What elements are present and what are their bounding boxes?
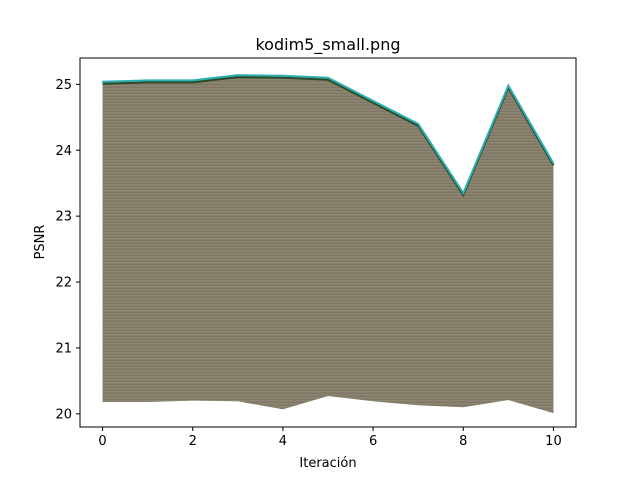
series-layer <box>101 74 555 414</box>
y-tick-label: 21 <box>55 341 72 356</box>
series-point <box>101 80 104 83</box>
y-axis: 20 21 22 23 24 25 <box>55 78 80 422</box>
x-tick-label: 6 <box>369 434 377 449</box>
x-axis: 0 2 4 6 8 10 <box>98 427 562 449</box>
series-point <box>372 100 374 102</box>
series-point <box>237 74 239 76</box>
y-tick-label: 24 <box>55 144 72 159</box>
series-point <box>282 74 284 77</box>
x-axis-title: Iteración <box>299 456 356 471</box>
x-tick-label: 0 <box>98 434 106 449</box>
x-tick-label: 8 <box>459 434 467 449</box>
x-tick-label: 4 <box>279 434 287 449</box>
x-tick-label: 10 <box>545 434 562 449</box>
y-axis-title: PSNR <box>33 225 48 260</box>
series-point <box>191 79 194 82</box>
series-point <box>462 192 465 194</box>
y-tick-label: 23 <box>55 210 72 225</box>
series-point <box>552 162 555 165</box>
series-point <box>146 79 149 82</box>
y-tick-label: 22 <box>55 276 72 291</box>
x-tick-label: 2 <box>189 434 197 449</box>
plot-frame <box>79 57 577 428</box>
y-tick-label: 25 <box>55 78 72 93</box>
series-point <box>507 84 510 87</box>
series-band-overlay <box>102 75 554 414</box>
chart-title: kodim5_small.png <box>255 35 400 55</box>
y-tick-label: 20 <box>55 407 72 422</box>
plot-area <box>101 74 555 414</box>
series-point <box>417 123 419 125</box>
series-point <box>327 76 329 79</box>
